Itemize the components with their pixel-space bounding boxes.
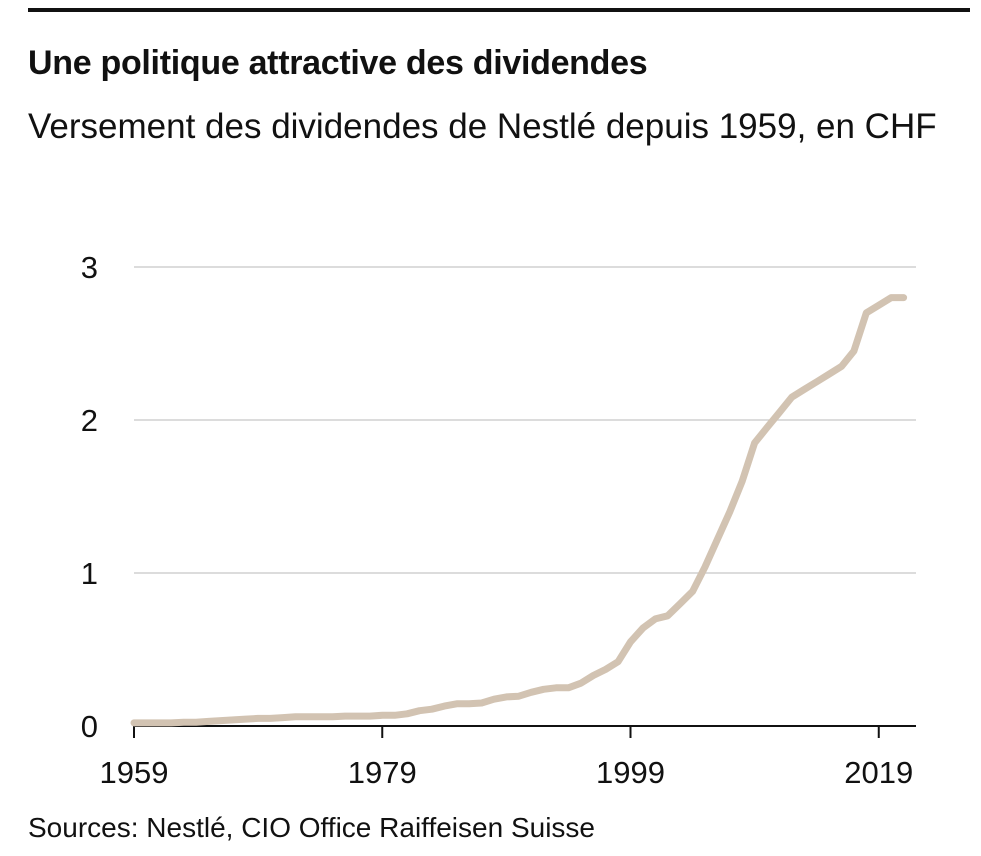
x-tick-label: 2019	[844, 755, 913, 790]
source-note: Sources: Nestlé, CIO Office Raiffeisen S…	[28, 812, 595, 843]
x-tick-label: 1959	[100, 755, 169, 790]
series-group	[130, 294, 908, 727]
dividend-line	[130, 294, 908, 727]
y-tick-label: 1	[81, 556, 98, 591]
x-tick-label: 1979	[348, 755, 417, 790]
chart-subtitle: Versement des dividendes de Nestlé depui…	[28, 107, 937, 146]
y-tick-label: 3	[81, 250, 98, 285]
y-axis: 0 1 2 3	[81, 250, 98, 744]
gridlines	[134, 266, 916, 574]
x-axis: 1959 1979 1999 2019	[100, 726, 913, 790]
chart-title: Une politique attractive des dividendes	[28, 44, 648, 82]
y-tick-label: 2	[81, 403, 98, 438]
top-rule	[28, 8, 970, 12]
x-tick-label: 1999	[596, 755, 665, 790]
y-tick-label: 0	[81, 709, 98, 744]
